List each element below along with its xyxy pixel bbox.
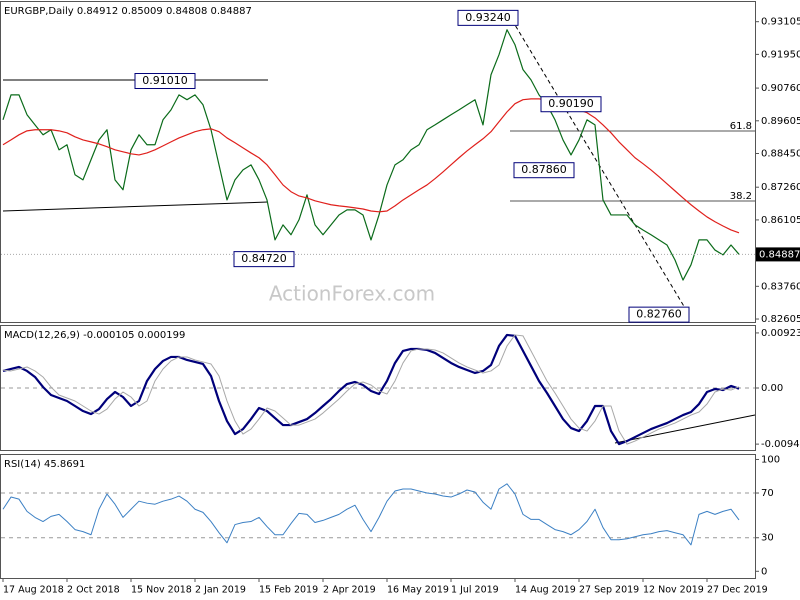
fib-label: 38.2 — [730, 191, 752, 202]
fib-label: 61.8 — [730, 121, 752, 132]
y-tick-label: 0.90760 — [761, 83, 800, 94]
annotation-box — [540, 96, 602, 113]
y-tick-label: 100 — [761, 454, 780, 465]
series-line — [2, 334, 740, 445]
y-tick-label: 0.009237 — [761, 328, 800, 339]
last-price-box — [756, 247, 800, 262]
y-tick-label: 0.82605 — [761, 314, 800, 325]
y-tick-label: 0.93105 — [761, 17, 800, 28]
annotation-label: 0.90190 — [548, 97, 594, 110]
series-line — [2, 483, 740, 546]
y-tick-label: 0.83760 — [761, 281, 800, 292]
y-tick-label: 0.91950 — [761, 49, 800, 60]
macd-trend-line — [614, 414, 756, 444]
x-tick-label: 2 Apr 2019 — [323, 585, 376, 596]
watermark: ActionForex.com — [269, 282, 435, 306]
x-tick-label: 12 Nov 2019 — [643, 585, 704, 596]
last-price-label: 0.84887 — [759, 249, 800, 260]
panel-title: EURGBP,Daily 0.84912 0.85009 0.84808 0.8… — [4, 6, 252, 17]
y-tick-label: 0.89605 — [761, 116, 800, 127]
y-tick-label: 0.00 — [761, 383, 783, 394]
x-tick-label: 17 Aug 2018 — [3, 585, 64, 596]
annotation-box — [513, 162, 575, 179]
y-tick-label: 70 — [761, 488, 774, 499]
x-tick-label: 2 Jan 2019 — [195, 585, 246, 596]
annotation-label: 0.91010 — [142, 74, 188, 87]
y-tick-label: 0.87260 — [761, 182, 800, 193]
x-tick-label: 15 Nov 2018 — [131, 585, 192, 596]
y-tick-label: -0.009413 — [761, 439, 800, 450]
annotation-box — [233, 251, 295, 268]
annotation-box — [134, 73, 196, 90]
x-tick-label: 14 Aug 2019 — [515, 585, 576, 596]
x-tick-label: 2 Oct 2018 — [67, 585, 120, 596]
annotation-label: 0.93240 — [465, 11, 511, 24]
rsi-panel — [0, 454, 756, 579]
x-tick-label: 1 Jul 2019 — [451, 585, 499, 596]
annotation-box — [457, 9, 519, 26]
y-tick-label: 0.86105 — [761, 215, 800, 226]
annotation-label: 0.84720 — [241, 252, 287, 265]
x-tick-label: 15 Feb 2019 — [259, 585, 318, 596]
x-tick-label: 27 Sep 2019 — [579, 585, 639, 596]
trend-line — [2, 201, 269, 212]
y-tick-label: 0 — [761, 566, 767, 577]
annotation-label: 0.87860 — [521, 163, 567, 176]
series-line — [2, 98, 740, 234]
series-line — [2, 29, 740, 281]
price-panel — [0, 1, 756, 323]
y-tick-label: 30 — [761, 533, 774, 544]
annotation-box — [628, 306, 690, 323]
series-line — [2, 333, 740, 446]
panel-title: MACD(12,26,9) -0.000105 0.000199 — [4, 330, 185, 341]
y-tick-label: 0.88450 — [761, 149, 800, 160]
x-tick-label: 27 Dec 2019 — [707, 585, 768, 596]
x-tick-label: 16 May 2019 — [387, 585, 449, 596]
panel-title: RSI(14) 45.8691 — [4, 459, 85, 470]
annotation-label: 0.82760 — [636, 308, 682, 321]
